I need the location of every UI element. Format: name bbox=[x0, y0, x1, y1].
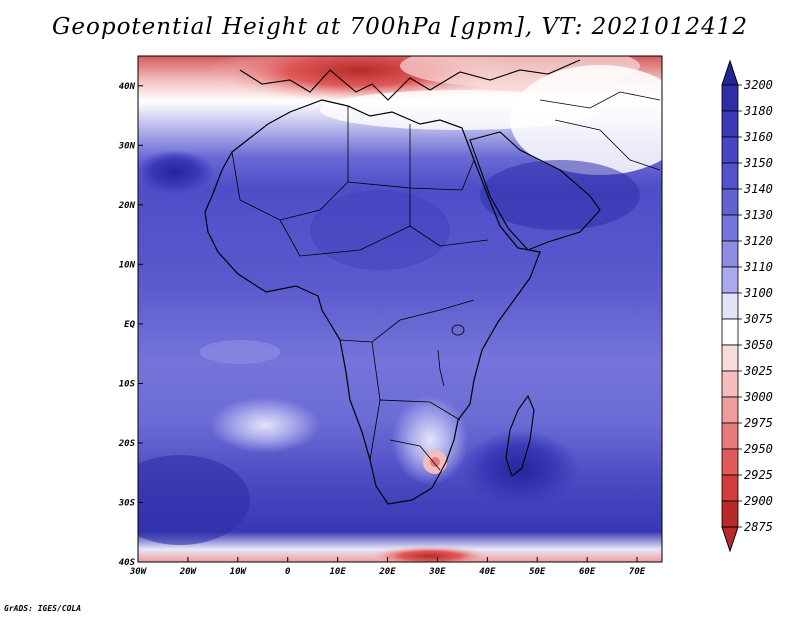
colorbar-label: 2925 bbox=[744, 468, 773, 482]
lon-tick-label: 10E bbox=[329, 567, 346, 577]
lat-tick-label: 40N bbox=[119, 82, 136, 92]
colorbar-segment bbox=[721, 84, 739, 112]
height-field bbox=[138, 56, 662, 562]
colorbar-label: 2900 bbox=[744, 494, 773, 508]
colorbar-label: 3180 bbox=[743, 104, 773, 118]
lon-tick-label: 0 bbox=[285, 567, 291, 577]
europe-coastline bbox=[239, 59, 581, 101]
lat-tick-label: 10S bbox=[119, 379, 136, 389]
colorbar-bottom-arrow bbox=[721, 526, 739, 553]
lat-tick-label: EQ bbox=[124, 320, 135, 330]
lon-tick-label: 30E bbox=[428, 567, 446, 577]
colorbar-segment bbox=[721, 474, 739, 502]
africa-coastline bbox=[204, 99, 541, 505]
colorbar-label: 3150 bbox=[743, 156, 773, 170]
madagascar-coastline bbox=[505, 394, 535, 477]
colorbar-segment bbox=[721, 448, 739, 476]
lake-tanganyika bbox=[437, 349, 445, 387]
lon-tick-label: 20E bbox=[378, 567, 396, 577]
colorbar-label: 3075 bbox=[743, 312, 773, 326]
colorbar-label: 3110 bbox=[743, 260, 773, 274]
colorbar-segment bbox=[721, 318, 739, 346]
lon-tick-label: 50E bbox=[529, 567, 546, 577]
colorbar-label: 3025 bbox=[743, 364, 773, 378]
colorbar-label: 2875 bbox=[744, 520, 773, 534]
longitude-axis: 30W 20W 10W 0 10E 20E 30E 40E 50E 60E 70E bbox=[129, 557, 646, 577]
lon-tick-label: 30W bbox=[129, 567, 148, 577]
colorbar-segment bbox=[721, 422, 739, 450]
lat-tick-label: 20N bbox=[118, 201, 136, 211]
lat-tick-label: 30N bbox=[118, 141, 136, 151]
lake-victoria bbox=[451, 324, 465, 336]
colorbar-label: 3050 bbox=[743, 338, 773, 352]
colorbar-segment bbox=[721, 370, 739, 398]
colorbar-segment bbox=[721, 188, 739, 216]
latitude-axis: 40N 30N 20N 10N EQ 10S 20S 30S 40S bbox=[118, 82, 143, 568]
colorbar-label: 3120 bbox=[743, 234, 773, 248]
colorbar-label: 3130 bbox=[743, 208, 773, 222]
colorbar-segment bbox=[721, 344, 739, 372]
colorbar-label: 3200 bbox=[743, 78, 773, 92]
colorbar-label: 3160 bbox=[743, 130, 773, 144]
lat-tick-label: 20S bbox=[118, 439, 136, 449]
colorbar-segment bbox=[721, 110, 739, 138]
colorbar-label: 2950 bbox=[744, 442, 773, 456]
colorbar: 3200 3180 3160 3150 3140 3130 3120 3110 3100 3075… bbox=[721, 59, 773, 553]
colorbar-segment bbox=[721, 162, 739, 190]
colorbar-label: 2975 bbox=[744, 416, 773, 430]
colorbar-segment bbox=[721, 214, 739, 242]
lon-tick-label: 60E bbox=[579, 567, 596, 577]
colorbar-segment bbox=[721, 396, 739, 424]
country-borders bbox=[231, 91, 661, 471]
lat-tick-label: 30S bbox=[118, 498, 136, 508]
map-frame bbox=[137, 55, 663, 563]
lon-tick-label: 70E bbox=[629, 567, 646, 577]
colorbar-label: 3000 bbox=[743, 390, 773, 404]
lat-tick-label: 10N bbox=[119, 260, 136, 270]
map-title: Geopotential Height at 700hPa [gpm], VT:… bbox=[52, 14, 748, 40]
colorbar-label: 3100 bbox=[743, 286, 773, 300]
colorbar-label: 3140 bbox=[743, 182, 773, 196]
lon-tick-label: 10W bbox=[230, 567, 248, 577]
colorbar-segment bbox=[721, 292, 739, 320]
lon-tick-label: 40E bbox=[479, 567, 496, 577]
colorbar-segment bbox=[721, 240, 739, 268]
lat-tick-label: 40S bbox=[119, 558, 136, 568]
grads-credit: GrADS: IGES/COLA bbox=[4, 604, 82, 613]
lon-tick-label: 20W bbox=[179, 567, 198, 577]
colorbar-segment bbox=[721, 266, 739, 294]
colorbar-segment bbox=[721, 500, 739, 528]
colorbar-top-arrow bbox=[721, 59, 739, 86]
colorbar-segment bbox=[721, 136, 739, 164]
arabia-coastline bbox=[469, 131, 601, 251]
